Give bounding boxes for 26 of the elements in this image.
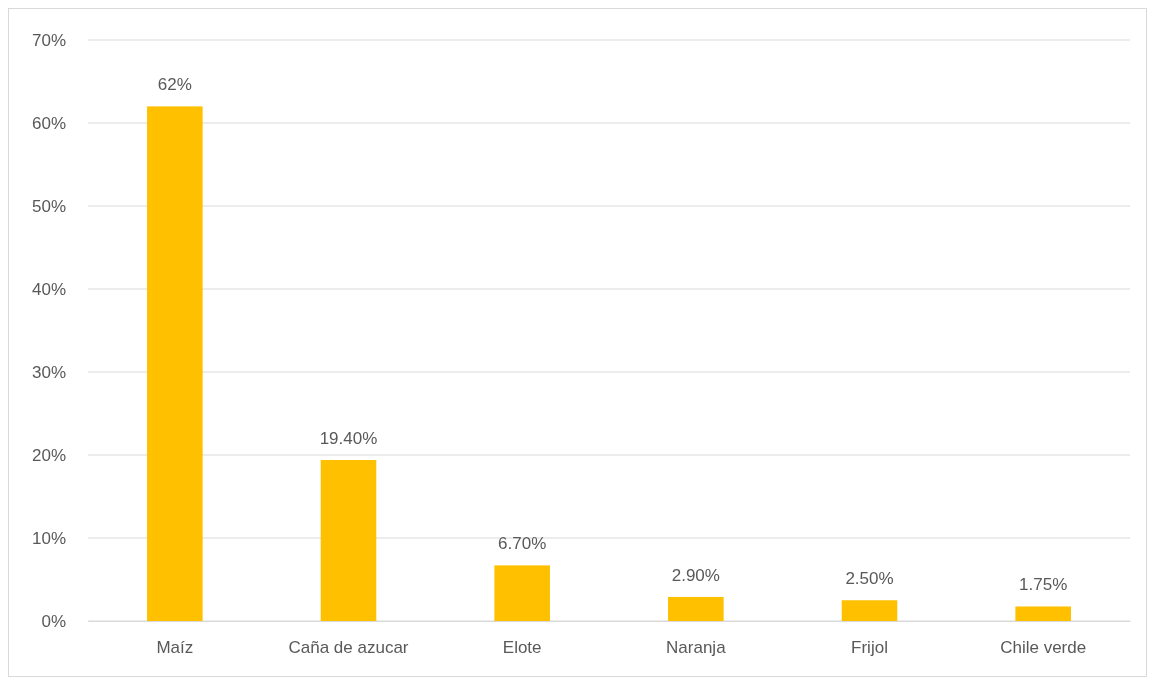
bar <box>147 106 203 621</box>
bar <box>668 596 724 621</box>
data-label: 1.75% <box>1019 575 1068 595</box>
bar <box>494 565 550 621</box>
y-tick-label: 40% <box>31 279 66 299</box>
y-tick-label: 0% <box>41 611 66 631</box>
data-label: 6.70% <box>498 534 547 554</box>
data-label: 62% <box>157 75 192 95</box>
bar <box>841 600 898 621</box>
x-tick-label: Chile verde <box>1000 638 1087 658</box>
bar <box>320 459 377 621</box>
data-label: 19.40% <box>319 428 378 448</box>
y-tick-label: 10% <box>31 528 66 548</box>
y-tick-label: 50% <box>31 196 66 216</box>
y-tick-label: 70% <box>31 30 66 50</box>
x-tick-label: Elote <box>502 638 542 658</box>
x-tick-label: Caña de azucar <box>288 638 409 658</box>
x-tick-label: Frijol <box>851 638 888 658</box>
y-tick-label: 60% <box>31 113 66 133</box>
x-tick-label: Naranja <box>666 638 727 658</box>
y-tick-label: 30% <box>31 362 66 382</box>
x-tick-label: Maíz <box>156 638 194 658</box>
data-label: 2.90% <box>671 565 720 585</box>
data-label: 2.50% <box>845 569 894 589</box>
bar <box>1015 606 1071 621</box>
y-tick-label: 20% <box>31 445 66 465</box>
